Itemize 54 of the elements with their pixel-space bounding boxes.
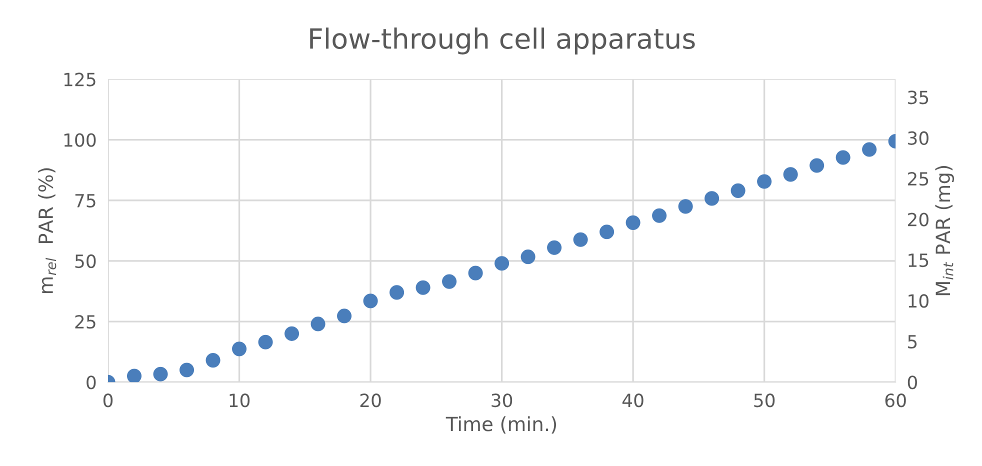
y-tick-label: 0: [86, 376, 96, 390]
point: [862, 142, 877, 157]
x-tick-label: 20: [360, 394, 381, 408]
point: [258, 334, 273, 350]
point: [310, 316, 326, 332]
point: [520, 250, 536, 264]
point: [442, 274, 457, 289]
point: [468, 266, 483, 280]
y2-tick-label: 5: [908, 335, 917, 349]
y2-tick-label: 10: [908, 294, 928, 308]
point: [678, 199, 693, 214]
y-tick-label: 125: [64, 72, 96, 86]
point: [206, 353, 220, 368]
x-tick-label: 40: [622, 394, 644, 408]
y2-tick-label: 15: [908, 254, 928, 268]
y-tick-label: 25: [75, 315, 96, 329]
point: [573, 232, 588, 247]
y2-tick-label: 30: [908, 131, 928, 145]
x-axis-title: Time (min.): [446, 416, 556, 434]
point: [153, 366, 168, 382]
point: [232, 342, 247, 356]
y-tick-label: 100: [64, 133, 96, 147]
point: [810, 158, 824, 173]
point: [363, 294, 378, 308]
point: [126, 368, 142, 382]
y-axis-title: m$_{rel}$ PAR (%): [38, 168, 56, 293]
point: [600, 224, 614, 240]
y2-tick-label: 25: [908, 172, 928, 186]
x-tick-label: 30: [492, 394, 512, 408]
y2-axis-title: M$_{int}$ PAR (mg): [935, 166, 954, 296]
point: [337, 308, 352, 324]
y2-tick-label: 0: [908, 376, 917, 390]
y-tick-label: 50: [75, 254, 96, 268]
point: [704, 191, 720, 206]
point: [836, 150, 850, 165]
point: [284, 326, 300, 341]
point: [783, 167, 798, 182]
point: [730, 183, 746, 198]
point: [757, 174, 772, 189]
x-tick-label: 0: [103, 394, 113, 408]
point: [547, 240, 562, 255]
x-tick-label: 60: [885, 394, 906, 408]
y2-tick-label: 35: [908, 90, 928, 104]
y2-tick-label: 20: [908, 212, 928, 226]
x-tick-label: 10: [230, 394, 250, 408]
point: [416, 280, 430, 295]
point: [494, 256, 510, 271]
x-tick-label: 50: [754, 394, 775, 408]
point: [626, 215, 640, 230]
chart-title: Flow-through cell apparatus: [310, 28, 695, 54]
point: [390, 285, 404, 300]
point: [652, 208, 667, 223]
point: [179, 362, 194, 378]
y-tick-label: 75: [75, 194, 96, 208]
